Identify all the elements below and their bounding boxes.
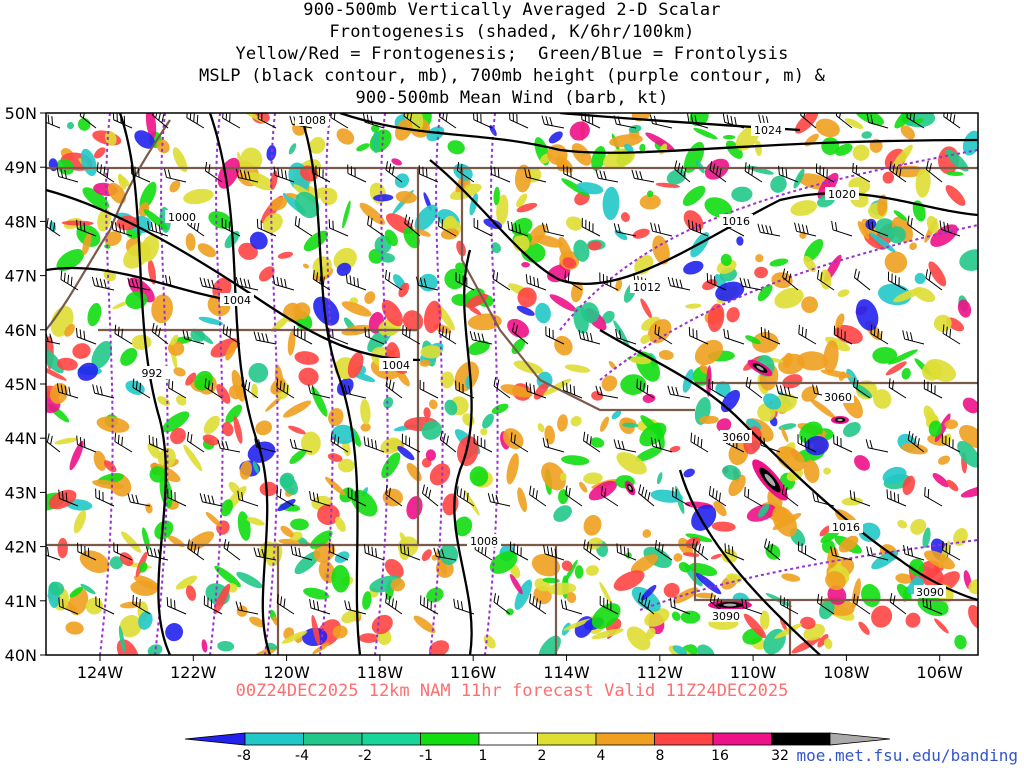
latitude-label: 40N xyxy=(5,646,37,665)
height-label: 3060 xyxy=(824,391,852,404)
title-line-3: Yellow/Red = Frontogenesis; Green/Blue =… xyxy=(235,44,789,64)
mslp-label: 1016 xyxy=(722,215,750,228)
latitude-label: 46N xyxy=(5,321,37,340)
colorbar-label: -4 xyxy=(295,748,309,764)
title-line-1: 900-500mb Vertically Averaged 2-D Scalar xyxy=(303,0,721,20)
latitude-label: 49N xyxy=(5,158,37,177)
longitude-label: 110W xyxy=(730,663,777,682)
latitude-label: 43N xyxy=(5,483,37,502)
colorbar-segment xyxy=(478,732,538,746)
colorbar-segment xyxy=(712,732,772,746)
title-line-2: Frontogenesis (shaded, K/6hr/100km) xyxy=(329,22,695,42)
mslp-label: 1024 xyxy=(754,124,782,137)
mslp-label: 1000 xyxy=(168,211,196,224)
colorbar: -8 -4 -2 -1 1 2 4 8 16 32 xyxy=(184,732,891,764)
state-border-3 xyxy=(460,168,695,412)
longitude-label: 124W xyxy=(77,663,124,682)
longitude-label: 118W xyxy=(357,663,404,682)
mslp-label: 1008 xyxy=(470,535,498,548)
longitude-label: 122W xyxy=(170,663,217,682)
colorbar-label: -8 xyxy=(237,748,251,764)
latitude-labels: 50N 49N 48N 47N 46N 45N 44N 43N 42N 41N 40N xyxy=(5,104,46,665)
colorbar-segment xyxy=(537,732,597,746)
state-border-9 xyxy=(46,119,171,331)
mslp-label: 1012 xyxy=(633,281,661,294)
latitude-label: 48N xyxy=(5,212,37,231)
wind-barbs xyxy=(46,113,961,615)
colorbar-segment xyxy=(420,732,480,746)
mslp-label: 1020 xyxy=(828,188,856,201)
mslp-label: 1016 xyxy=(832,521,860,534)
longitude-label: 120W xyxy=(263,663,310,682)
colorbar-segment xyxy=(303,732,363,746)
colorbar-segment xyxy=(184,732,246,746)
contour-labels: 1008 1024 1020 1016 1000 1004 1012 992 1004 1008 1… xyxy=(135,113,946,623)
longitude-labels: 124W 122W 120W 118W 116W 114W 112W 110W 108W 106W xyxy=(77,655,963,682)
credit-link[interactable]: moe.met.fsu.edu/banding xyxy=(796,746,1018,765)
title-line-4: MSLP (black contour, mb), 700mb height (… xyxy=(198,66,826,86)
colorbar-label: 1 xyxy=(479,748,488,764)
mslp-label: 1008 xyxy=(298,114,326,127)
longitude-label: 106W xyxy=(917,663,964,682)
height-label: 3060 xyxy=(722,431,750,444)
forecast-valid-label: 00Z24DEC2025 12km NAM 11hr forecast Vali… xyxy=(235,681,789,701)
colorbar-label: 32 xyxy=(771,748,789,764)
colorbar-label: 16 xyxy=(711,748,729,764)
height-label: 3090 xyxy=(712,610,740,623)
latitude-label: 41N xyxy=(5,592,37,611)
longitude-label: 112W xyxy=(637,663,684,682)
mslp-label: 1004 xyxy=(223,294,251,307)
state-borders xyxy=(46,119,978,655)
colorbar-label: 8 xyxy=(656,748,665,764)
title-line-5: 900-500mb Mean Wind (barb, kt) xyxy=(355,88,669,108)
colorbar-segment xyxy=(654,732,714,746)
colorbar-label: 2 xyxy=(538,748,547,764)
colorbar-segment xyxy=(361,732,421,746)
longitude-label: 108W xyxy=(823,663,870,682)
mslp-label: 992 xyxy=(142,367,163,380)
height-label: 3090 xyxy=(916,586,944,599)
colorbar-segment xyxy=(829,732,891,746)
latitude-label: 50N xyxy=(5,104,37,123)
mslp-label: 1004 xyxy=(382,359,410,372)
longitude-label: 116W xyxy=(450,663,497,682)
colorbar-segment xyxy=(244,732,304,746)
colorbar-label: 4 xyxy=(597,748,606,764)
latitude-label: 45N xyxy=(5,375,37,394)
mslp-contours xyxy=(46,113,978,655)
colorbar-label: -2 xyxy=(358,748,372,764)
latitude-label: 44N xyxy=(5,429,37,448)
latitude-label: 47N xyxy=(5,267,37,286)
latitude-label: 42N xyxy=(5,538,37,557)
longitude-label: 114W xyxy=(543,663,590,682)
colorbar-label: -1 xyxy=(419,748,433,764)
colorbar-segment xyxy=(771,732,831,746)
colorbar-segment xyxy=(595,732,655,746)
